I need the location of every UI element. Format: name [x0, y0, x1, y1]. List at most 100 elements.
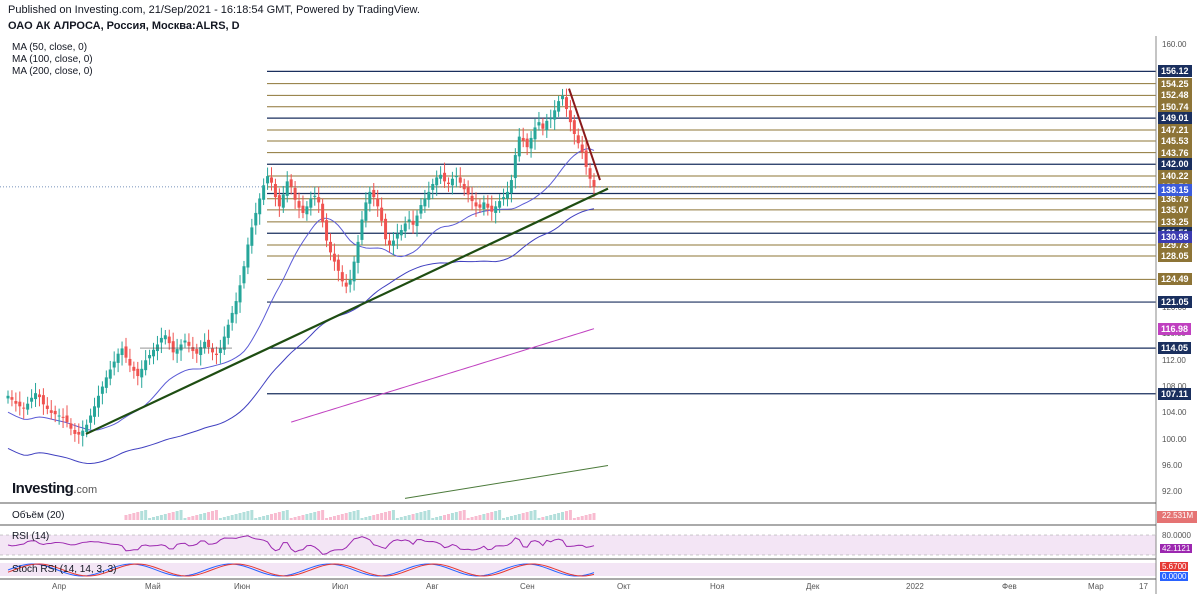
- level-price-tag: 149.01: [1158, 112, 1192, 125]
- candle-body: [22, 407, 26, 409]
- candle-body: [132, 366, 136, 371]
- volume-bar: [159, 515, 163, 520]
- volume-bar: [545, 516, 549, 520]
- level-price-tag: 135.07: [1158, 203, 1192, 216]
- y-tick-label: 92.00: [1162, 487, 1183, 497]
- x-tick-label: Сен: [520, 582, 535, 591]
- candle-body: [545, 120, 549, 131]
- candle-body: [49, 410, 53, 413]
- volume-bar: [568, 510, 572, 520]
- candle-body: [372, 189, 376, 198]
- volume-bar: [238, 513, 242, 520]
- rsi-line: [7, 535, 595, 555]
- volume-bar: [505, 517, 509, 520]
- x-tick-label: Ноя: [710, 582, 725, 591]
- candle-body: [439, 174, 443, 179]
- volume-bar: [561, 512, 565, 520]
- candle-body: [214, 353, 218, 356]
- y-tick-label: 108.00: [1162, 381, 1187, 391]
- volume-bar: [368, 516, 372, 520]
- candle-body: [273, 183, 277, 198]
- candle-body: [285, 181, 289, 196]
- candle-body: [576, 135, 580, 144]
- candle-body: [207, 339, 211, 348]
- volume-bar: [266, 515, 270, 520]
- volume-bar: [289, 518, 293, 520]
- candle-body: [588, 168, 592, 179]
- level-price-tag: 156.12: [1158, 65, 1192, 78]
- candle-body: [45, 405, 49, 409]
- ma50-legend[interactable]: MA (50, close, 0): [12, 42, 88, 53]
- candle-body: [364, 202, 368, 221]
- candle-body: [85, 424, 89, 432]
- y-tick-label: 160.00: [1162, 39, 1187, 49]
- ma50-price-tag: 138.15: [1158, 183, 1192, 196]
- ma100-line: [7, 208, 595, 464]
- candle-body: [525, 138, 529, 148]
- candle-body: [466, 187, 470, 195]
- volume-bar: [391, 510, 395, 520]
- support-trendline: [85, 187, 609, 435]
- volume-bar: [144, 510, 148, 520]
- candle-body: [77, 431, 81, 435]
- x-tick-label: Окт: [617, 582, 631, 591]
- ma100-legend[interactable]: MA (100, close, 0): [12, 54, 93, 65]
- volume-bar: [171, 512, 175, 520]
- volume-bar: [446, 514, 450, 520]
- volume-bar: [474, 516, 478, 520]
- candle-body: [478, 204, 482, 208]
- candle-body: [254, 212, 258, 226]
- volume-bar: [490, 512, 494, 520]
- candle-body: [10, 397, 14, 400]
- candle-body: [230, 312, 234, 323]
- candle-body: [281, 194, 285, 208]
- volume-bar: [553, 514, 557, 520]
- candle-body: [226, 324, 230, 338]
- volume-bar: [336, 515, 340, 520]
- volume-bar: [380, 513, 384, 520]
- candle-body: [136, 368, 140, 377]
- x-tick-label: Апр: [52, 582, 67, 591]
- ma200-legend[interactable]: MA (200, close, 0): [12, 66, 93, 77]
- candle-body: [140, 368, 144, 378]
- volume-bar: [273, 513, 277, 520]
- candle-body: [332, 253, 336, 262]
- candle-body: [309, 198, 313, 208]
- volume-bar: [427, 510, 431, 520]
- ma100-price-tag: 130.98: [1158, 230, 1192, 243]
- candle-body: [533, 127, 537, 140]
- volume-bar: [423, 511, 427, 520]
- candle-body: [183, 340, 187, 343]
- ma50-line: [7, 148, 595, 431]
- candle-body: [561, 95, 565, 100]
- candle-body: [187, 341, 191, 346]
- candle-body: [108, 369, 112, 379]
- volume-bar: [325, 518, 329, 520]
- candle-body: [144, 360, 148, 371]
- stoch-value1-tag: 5.6700: [1160, 562, 1189, 571]
- volume-bar: [482, 514, 486, 520]
- volume-bar: [344, 513, 348, 520]
- rsi-top-tick: 80.0000: [1162, 531, 1191, 540]
- ma200-price-tag: 116.98: [1158, 322, 1192, 335]
- candlesticks: [6, 88, 596, 447]
- volume-bar: [525, 512, 529, 520]
- candle-body: [96, 395, 100, 408]
- candle-body: [53, 410, 57, 415]
- volume-pane-label: Объём (20): [12, 510, 65, 521]
- candle-body: [152, 349, 156, 357]
- volume-bar: [502, 518, 506, 520]
- logo-main-text: Investing: [12, 480, 74, 497]
- volume-bar: [384, 512, 388, 520]
- candle-body: [222, 336, 226, 350]
- candle-body: [553, 110, 557, 120]
- volume-bar: [387, 511, 391, 520]
- candle-body: [419, 205, 423, 214]
- level-price-tag: 128.05: [1158, 250, 1192, 263]
- volume-bar: [297, 516, 301, 520]
- volume-bar: [588, 514, 592, 520]
- volume-bar: [332, 516, 336, 520]
- x-tick-label: Июл: [332, 582, 349, 591]
- candle-body: [490, 205, 494, 212]
